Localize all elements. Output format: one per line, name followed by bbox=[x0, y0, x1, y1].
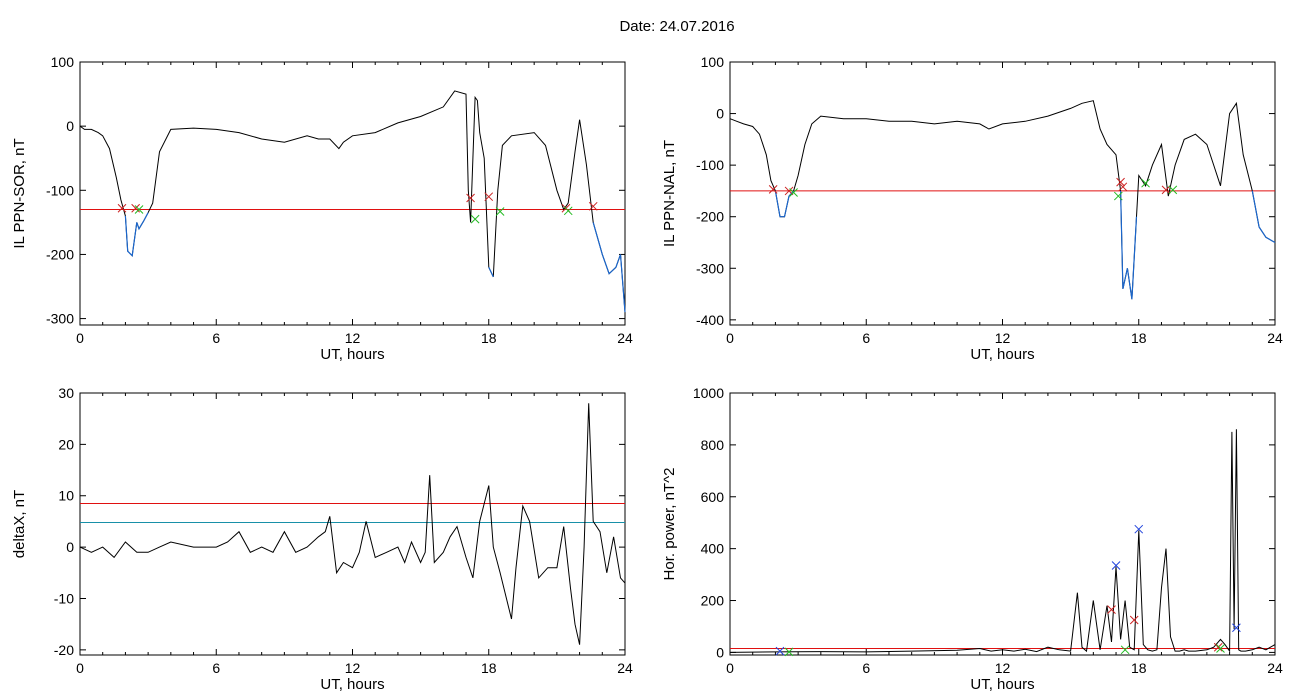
x-tick-label: 18 bbox=[481, 660, 497, 676]
marker-red bbox=[1118, 182, 1128, 192]
marker-red bbox=[1213, 642, 1223, 652]
y-tick-label: -100 bbox=[696, 157, 724, 173]
marker-red bbox=[588, 201, 598, 211]
marker-green bbox=[134, 205, 144, 214]
below-threshold-segment bbox=[1251, 190, 1276, 244]
marker-blue bbox=[775, 646, 785, 656]
x-tick-label: 0 bbox=[726, 660, 734, 676]
x-tick-label: 18 bbox=[1131, 660, 1147, 676]
marker-blue bbox=[1134, 524, 1144, 534]
x-tick-label: 12 bbox=[345, 330, 361, 346]
y-axis-label: IL PPN-SOR, nT bbox=[11, 138, 28, 248]
marker-green bbox=[563, 206, 573, 216]
marker-green bbox=[1216, 644, 1225, 653]
y-tick-label: -20 bbox=[54, 642, 74, 658]
marker-red bbox=[1161, 185, 1171, 195]
x-tick-label: 12 bbox=[995, 330, 1011, 346]
marker-green bbox=[784, 647, 794, 657]
marker-green bbox=[789, 188, 798, 197]
y-axis-label: IL PPN-NAL, nT bbox=[661, 140, 678, 247]
x-tick-label: 24 bbox=[1267, 660, 1283, 676]
marker-green bbox=[470, 214, 480, 224]
marker-green bbox=[1141, 178, 1150, 188]
y-tick-label: 100 bbox=[701, 54, 725, 70]
marker-red bbox=[768, 185, 778, 194]
y-tick-label: -400 bbox=[696, 312, 724, 328]
date-title: Date: 24.07.2016 bbox=[619, 18, 735, 35]
x-tick-label: 6 bbox=[862, 660, 870, 676]
y-tick-label: -100 bbox=[46, 182, 74, 198]
marker-red bbox=[1129, 615, 1139, 625]
y-axis-label: Hor. power, nT^2 bbox=[661, 468, 678, 581]
x-tick-label: 6 bbox=[212, 330, 220, 346]
x-tick-label: 0 bbox=[726, 330, 734, 346]
marker-red bbox=[484, 192, 494, 202]
below-threshold-segment bbox=[774, 190, 795, 218]
y-tick-label: 30 bbox=[58, 385, 74, 401]
marker-green bbox=[1120, 645, 1130, 655]
y-tick-label: 0 bbox=[716, 644, 724, 660]
series-line bbox=[79, 403, 626, 645]
y-tick-label: 10 bbox=[58, 488, 74, 504]
x-tick-label: 6 bbox=[212, 660, 220, 676]
x-axis-label: UT, hours bbox=[970, 346, 1034, 363]
marker-red bbox=[1107, 605, 1116, 614]
below-threshold-segment bbox=[1120, 190, 1138, 300]
series-line bbox=[729, 100, 1276, 300]
plot-4: 0 6 12 18 24 1000 800 600 400 200 0 UT, hours Hor. p… bbox=[661, 385, 1283, 693]
plot-frame bbox=[729, 392, 1276, 656]
below-threshold-segment bbox=[124, 212, 149, 257]
x-tick-label: 24 bbox=[617, 660, 633, 676]
x-tick-label: 6 bbox=[862, 330, 870, 346]
plot-frame bbox=[79, 392, 626, 656]
marker-red bbox=[1116, 177, 1125, 187]
x-tick-label: 0 bbox=[76, 660, 84, 676]
marker-green bbox=[495, 207, 505, 216]
plot-3: 0 6 12 18 24 30 20 10 0 -10 -20 UT, hours deltaX, nT bbox=[11, 385, 633, 693]
below-threshold-segment bbox=[488, 267, 494, 278]
marker-green bbox=[1113, 191, 1123, 201]
marker-red bbox=[466, 193, 475, 203]
y-tick-label: 1000 bbox=[693, 385, 724, 401]
x-axis-label: UT, hours bbox=[970, 676, 1034, 693]
y-axis-label: deltaX, nT bbox=[11, 490, 28, 558]
x-axis-label: UT, hours bbox=[320, 346, 384, 363]
x-tick-label: 24 bbox=[1267, 330, 1283, 346]
y-tick-label: -300 bbox=[46, 311, 74, 327]
y-tick-label: 0 bbox=[716, 106, 724, 122]
marker-red bbox=[784, 186, 794, 196]
marker-blue bbox=[1232, 623, 1241, 633]
y-tick-label: 400 bbox=[701, 541, 725, 557]
x-tick-label: 18 bbox=[481, 330, 497, 346]
x-tick-label: 0 bbox=[76, 330, 84, 346]
x-tick-label: 24 bbox=[617, 330, 633, 346]
plot-1: 0 6 12 18 24 100 0 -100 -200 -300 UT, hours IL PPN-… bbox=[11, 54, 633, 363]
x-axis-label: UT, hours bbox=[320, 676, 384, 693]
marker-red bbox=[117, 203, 127, 213]
y-tick-label: 100 bbox=[51, 54, 75, 70]
y-tick-label: 600 bbox=[701, 489, 725, 505]
y-tick-label: 0 bbox=[66, 118, 74, 134]
series-line bbox=[79, 90, 626, 313]
y-tick-label: -200 bbox=[46, 246, 74, 262]
below-threshold-segment bbox=[592, 222, 626, 313]
y-tick-label: 20 bbox=[58, 436, 74, 452]
plot-frame bbox=[729, 61, 1276, 326]
y-tick-label: 800 bbox=[701, 437, 725, 453]
x-tick-label: 12 bbox=[995, 660, 1011, 676]
y-tick-label: -300 bbox=[696, 260, 724, 276]
x-tick-label: 12 bbox=[345, 660, 361, 676]
y-tick-label: -10 bbox=[54, 590, 74, 606]
marker-green bbox=[1168, 185, 1178, 195]
plot-2: 0 6 12 18 24 100 0 -100 -200 -300 -400 UT, hours IL … bbox=[661, 54, 1283, 363]
plot-frame bbox=[79, 61, 626, 326]
y-tick-label: 0 bbox=[66, 539, 74, 555]
x-tick-label: 18 bbox=[1131, 330, 1147, 346]
y-tick-label: 200 bbox=[701, 593, 725, 609]
series-line bbox=[729, 429, 1276, 653]
marker-blue bbox=[1111, 561, 1121, 570]
y-tick-label: -200 bbox=[696, 209, 724, 225]
